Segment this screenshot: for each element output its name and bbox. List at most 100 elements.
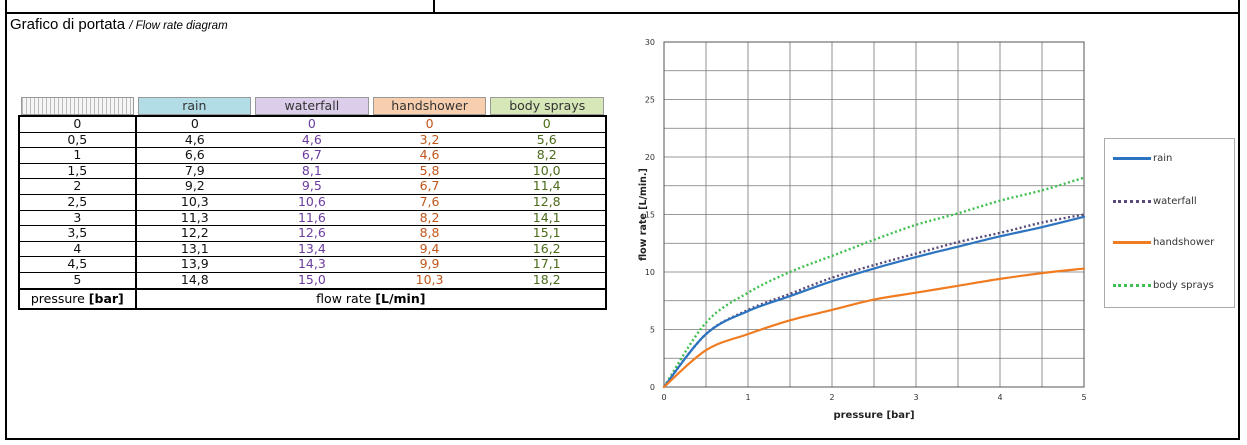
table-row: 2 9,2 9,5 6,7 11,4: [18, 179, 607, 195]
page-title: Grafico di portata / Flow rate diagram: [10, 16, 228, 33]
cell-handshower: 3,2: [370, 132, 489, 149]
cell-handshower: 10,3: [370, 272, 489, 290]
cell-handshower: 8,2: [370, 210, 489, 227]
pressure-label-cell: pressure [bar]: [18, 287, 137, 310]
cell-pressure: 1: [18, 148, 137, 164]
top-column-divider: [433, 0, 435, 12]
cell-rain: 9,2: [135, 179, 254, 195]
plot-border: [663, 41, 1085, 388]
cell-handshower: 4,6: [370, 148, 489, 164]
cell-body-sprays: 5,6: [488, 132, 607, 149]
cell-rain: 11,3: [135, 210, 254, 227]
series-line-waterfall: [663, 213, 1085, 388]
cell-body-sprays: 0: [488, 116, 607, 133]
cell-body-sprays: 17,1: [488, 257, 607, 273]
cell-pressure: 2,5: [18, 194, 137, 211]
subtitle-text: / Flow rate diagram: [129, 20, 228, 32]
table-row: 5 14,8 15,0 10,3 18,2: [18, 272, 607, 290]
legend-swatch: [1113, 241, 1151, 244]
cell-waterfall: 6,7: [253, 148, 371, 164]
y-tick-label: 5: [650, 326, 655, 335]
cell-body-sprays: 14,1: [488, 210, 607, 227]
x-tick-label: 0: [661, 393, 666, 402]
cell-rain: 6,6: [135, 148, 254, 164]
cell-rain: 13,9: [135, 257, 254, 273]
y-tick-label: 30: [645, 38, 655, 47]
y-tick-label: 10: [645, 268, 655, 277]
cell-body-sprays: 15,1: [488, 226, 607, 242]
legend-label: waterfall: [1153, 196, 1197, 207]
legend-swatch: [1113, 284, 1151, 287]
cell-waterfall: 4,6: [253, 132, 371, 149]
flow-rate-chart: 0 1 2 3 4 5 0 5 10 15 20 25 30 pressure [bar] flow rat…: [638, 38, 1087, 421]
header-blank-cell: [19, 96, 136, 117]
cell-pressure: 3: [18, 210, 137, 227]
cell-rain: 4,6: [135, 132, 254, 149]
x-tick-label: 4: [997, 393, 1002, 402]
x-tick-label: 2: [829, 393, 834, 402]
cell-handshower: 6,7: [370, 179, 489, 195]
table-row: 3,5 12,2 12,6 8,8 15,1: [18, 226, 607, 242]
cell-pressure: 4,5: [18, 257, 137, 273]
cell-handshower: 0: [370, 116, 489, 133]
cell-handshower: 5,8: [370, 163, 489, 180]
cell-rain: 10,3: [135, 194, 254, 211]
table-footer-row: pressure [bar] flow rate [L/min]: [18, 287, 608, 310]
series-line-rain: [662, 215, 1086, 389]
table-row: 1,5 7,9 8,1 5,8 10,0: [18, 163, 607, 180]
cell-pressure: 0,5: [18, 132, 137, 149]
table-header-row: rain waterfall handshower body sprays: [19, 96, 606, 117]
header-handshower: handshower: [370, 96, 489, 117]
cell-waterfall: 0: [253, 116, 371, 133]
y-tick-label: 20: [645, 153, 655, 162]
y-tick-label: 25: [645, 96, 655, 105]
cell-rain: 12,2: [135, 226, 254, 242]
y-tick-label: 0: [650, 383, 655, 392]
pressure-label: pressure: [30, 290, 89, 306]
legend-swatch: [1113, 157, 1151, 160]
table-row: 4 13,1 13,4 9,4 16,2: [18, 241, 607, 258]
legend-item: body sprays: [1113, 280, 1214, 291]
legend-item: rain: [1113, 153, 1172, 164]
cell-handshower: 7,6: [370, 194, 489, 211]
cell-pressure: 2: [18, 179, 137, 195]
cell-body-sprays: 18,2: [488, 272, 607, 290]
chart-legend: rain waterfall handshower body sprays: [1104, 138, 1235, 308]
cell-handshower: 8,8: [370, 226, 489, 242]
cell-pressure: 3,5: [18, 226, 137, 242]
page-frame: [5, 0, 1240, 440]
cell-waterfall: 10,6: [253, 194, 371, 211]
x-tick-label: 3: [913, 393, 918, 402]
cell-waterfall: 13,4: [253, 241, 371, 258]
cell-waterfall: 14,3: [253, 257, 371, 273]
y-axis-label: flow rate [L/min.]: [638, 168, 649, 261]
table-row: 4,5 13,9 14,3 9,9 17,1: [18, 257, 607, 273]
x-tick-label: 1: [745, 393, 750, 402]
y-tick-label: 15: [645, 211, 655, 220]
header-rain: rain: [135, 96, 254, 117]
cell-body-sprays: 11,4: [488, 179, 607, 195]
table-row: 3 11,3 11,6 8,2 14,1: [18, 210, 607, 227]
cell-body-sprays: 8,2: [488, 148, 607, 164]
legend-label: rain: [1153, 153, 1173, 164]
table-row: 1 6,6 6,7 4,6 8,2: [18, 148, 607, 164]
cell-pressure: 5: [18, 272, 137, 290]
top-divider: [5, 12, 1240, 14]
flow-label-cell: flow rate [L/min]: [134, 287, 608, 310]
cell-rain: 13,1: [135, 241, 254, 258]
legend-label: handshower: [1153, 237, 1215, 248]
header-waterfall: waterfall: [253, 96, 371, 117]
x-axis-label: pressure [bar]: [833, 410, 914, 421]
legend-swatch: [1113, 200, 1151, 203]
series-line-body-sprays: [662, 176, 1085, 388]
cell-rain: 14,8: [135, 272, 254, 290]
flow-label: flow rate: [316, 290, 376, 306]
header-body-sprays: body sprays: [488, 96, 606, 117]
title-text: Grafico di portata: [10, 16, 126, 33]
cell-body-sprays: 10,0: [488, 163, 607, 180]
legend-item: waterfall: [1113, 196, 1197, 207]
series-line-handshower: [662, 267, 1086, 389]
cell-pressure: 0: [18, 116, 137, 133]
